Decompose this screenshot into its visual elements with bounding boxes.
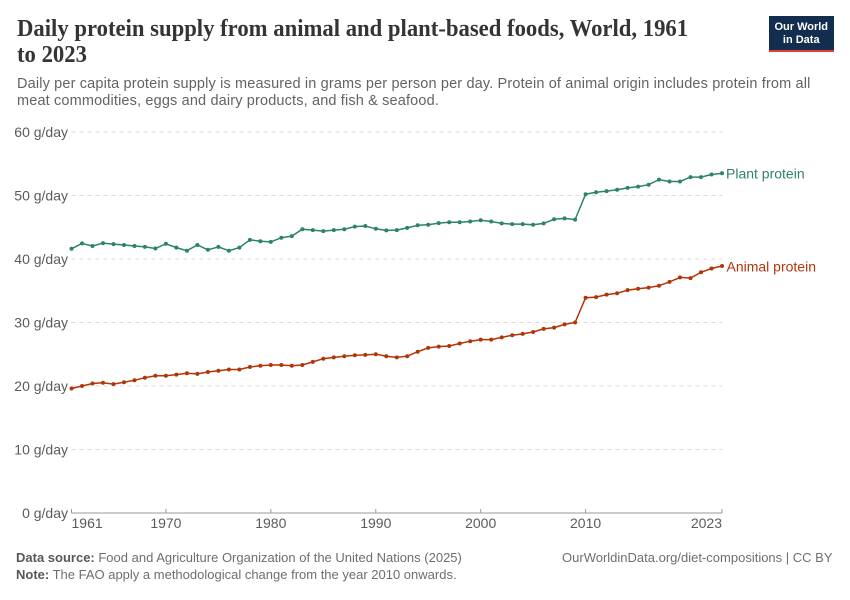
svg-text:0 g/day: 0 g/day: [22, 505, 68, 521]
svg-text:2010: 2010: [570, 515, 601, 531]
svg-text:10 g/day: 10 g/day: [14, 442, 68, 458]
svg-text:1980: 1980: [255, 515, 286, 531]
svg-text:2023: 2023: [691, 515, 722, 531]
svg-text:30 g/day: 30 g/day: [14, 315, 68, 331]
svg-text:2000: 2000: [465, 515, 496, 531]
svg-text:1990: 1990: [360, 515, 391, 531]
svg-text:60 g/day: 60 g/day: [14, 124, 68, 140]
svg-text:1961: 1961: [72, 515, 103, 531]
svg-text:Animal protein: Animal protein: [727, 259, 817, 275]
svg-text:1970: 1970: [150, 515, 181, 531]
svg-text:40 g/day: 40 g/day: [14, 251, 68, 267]
svg-text:50 g/day: 50 g/day: [14, 188, 68, 204]
svg-text:20 g/day: 20 g/day: [14, 378, 68, 394]
svg-text:Plant protein: Plant protein: [726, 166, 805, 182]
